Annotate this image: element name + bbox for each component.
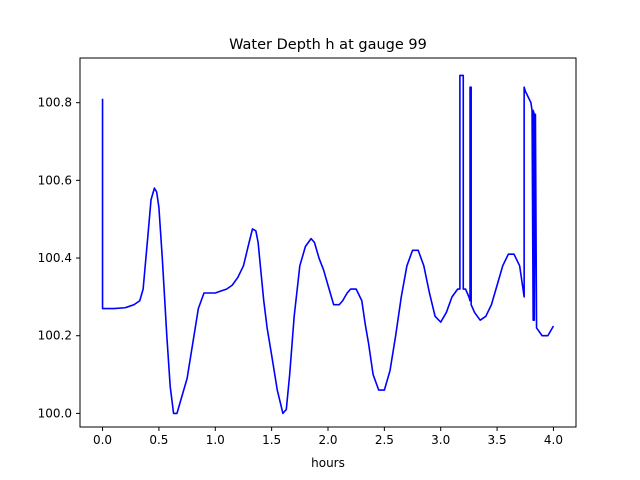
series-line-0 xyxy=(101,74,555,415)
y-axis: 100.0 100.2 100.4 100.6 100.8 xyxy=(38,96,80,420)
y-tick-label: 100.2 xyxy=(38,329,72,343)
series-layer xyxy=(101,74,555,415)
y-tick-label: 100.4 xyxy=(38,251,72,265)
x-tick-label: 1.0 xyxy=(206,433,225,447)
x-tick-label: 0.0 xyxy=(93,433,112,447)
x-tick-label: 3.0 xyxy=(431,433,450,447)
x-tick-label: 2.5 xyxy=(375,433,394,447)
x-axis-label: hours xyxy=(311,456,345,470)
x-tick-label: 2.0 xyxy=(318,433,337,447)
x-tick-label: 3.5 xyxy=(488,433,507,447)
y-tick-label: 100.0 xyxy=(38,406,72,420)
chart-title: Water Depth h at gauge 99 xyxy=(229,37,427,53)
x-tick-label: 0.5 xyxy=(149,433,168,447)
x-tick-label: 4.0 xyxy=(544,433,563,447)
y-tick-label: 100.6 xyxy=(38,173,72,187)
y-tick-label: 100.8 xyxy=(38,96,72,110)
x-axis: 0.0 0.5 1.0 1.5 2.0 2.5 3.0 3.5 4.0 xyxy=(93,427,563,447)
x-tick-label: 1.5 xyxy=(262,433,281,447)
